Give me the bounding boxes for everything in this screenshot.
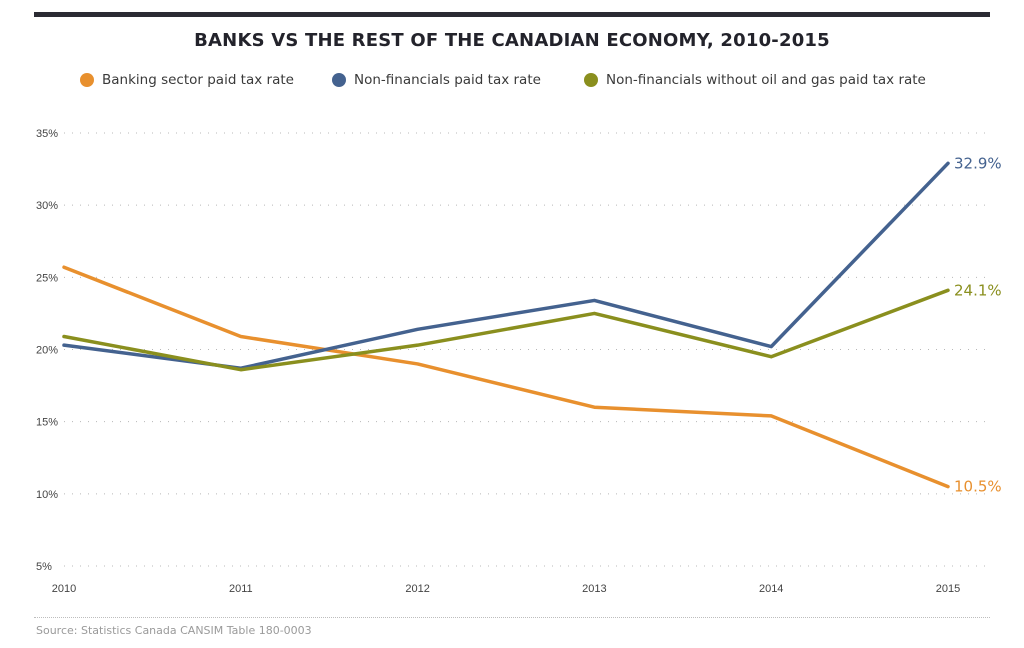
series-line-0 <box>62 265 950 489</box>
y-tick-label: 5% <box>36 561 52 573</box>
legend-dot-nonfinancials-ex-oil <box>584 73 598 87</box>
end-label-0: 10.5% <box>954 478 1002 496</box>
y-tick-label: 15% <box>36 417 58 429</box>
end-label-1: 32.9% <box>954 154 1002 172</box>
legend-label-nonfinancials: Non-financials paid tax rate <box>354 72 541 88</box>
y-tick-label: 20% <box>36 345 58 357</box>
end-label-2: 24.1% <box>954 281 1002 299</box>
x-tick-label: 2013 <box>582 583 606 595</box>
legend-item-nonfinancials-ex-oil: Non-financials without oil and gas paid … <box>584 72 926 88</box>
chart-title: BANKS VS THE REST OF THE CANADIAN ECONOM… <box>194 30 830 51</box>
legend-item-nonfinancials: Non-financials paid tax rate <box>332 72 541 88</box>
y-tick-label: 30% <box>36 200 58 212</box>
y-tick-label: 35% <box>36 128 58 140</box>
legend-label-nonfinancials-ex-oil: Non-financials without oil and gas paid … <box>606 72 926 88</box>
legend: Banking sector paid tax rate Non-financi… <box>0 72 1024 94</box>
legend-label-banking: Banking sector paid tax rate <box>102 72 294 88</box>
x-tick-label: 2012 <box>405 583 429 595</box>
legend-item-banking: Banking sector paid tax rate <box>80 72 294 88</box>
x-tick-label: 2010 <box>52 583 76 595</box>
y-tick-label: 25% <box>36 272 58 284</box>
bottom-rule <box>34 617 990 618</box>
source-note: Source: Statistics Canada CANSIM Table 1… <box>36 624 312 637</box>
top-rule <box>34 12 990 17</box>
series-line-2 <box>62 288 950 372</box>
x-tick-label: 2015 <box>936 583 960 595</box>
x-tick-label: 2011 <box>229 583 253 595</box>
y-tick-label: 10% <box>36 489 58 501</box>
x-tick-label: 2014 <box>759 583 783 595</box>
legend-dot-banking <box>80 73 94 87</box>
series-line-1 <box>62 161 950 371</box>
legend-dot-nonfinancials <box>332 73 346 87</box>
